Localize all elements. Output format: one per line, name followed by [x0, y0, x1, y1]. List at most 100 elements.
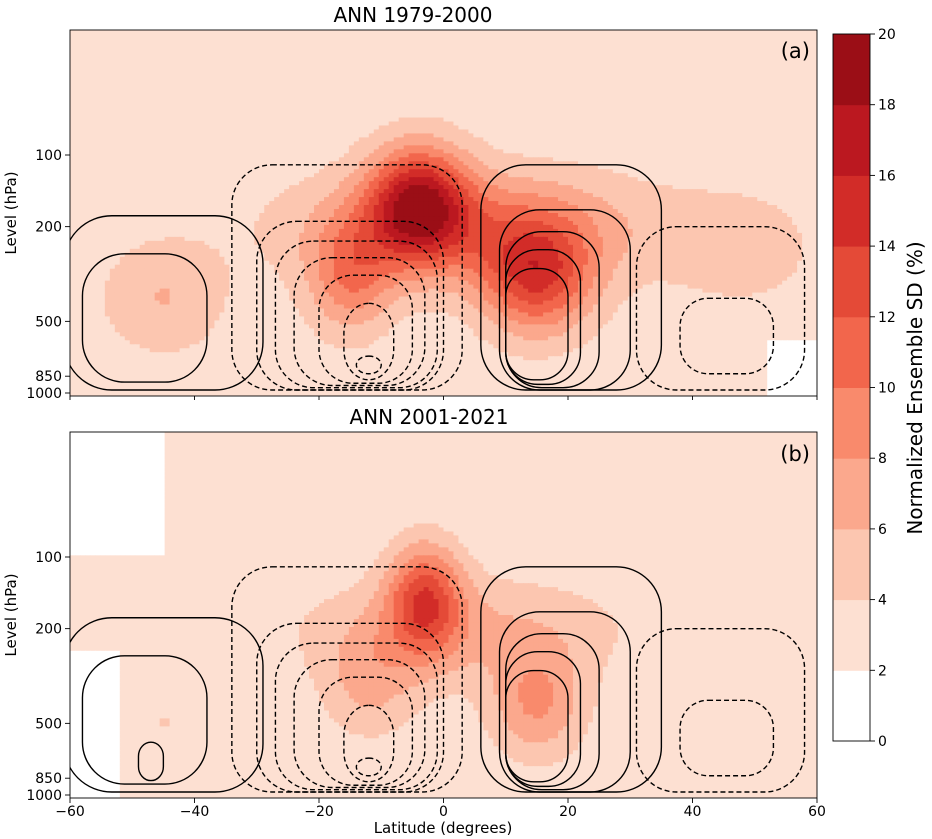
heatmap-cell — [468, 125, 474, 131]
heatmap-cell — [572, 61, 579, 67]
heatmap-cell — [498, 125, 504, 131]
heatmap-cell — [528, 117, 534, 123]
heatmap-cell — [114, 117, 121, 123]
heatmap-cell — [772, 41, 778, 47]
heatmap-cell — [543, 73, 549, 79]
heatmap-cell — [777, 61, 783, 67]
heatmap-cell — [503, 117, 509, 123]
heatmap-cell — [319, 153, 325, 158]
heatmap-cell — [119, 97, 126, 103]
heatmap-cell — [473, 49, 479, 55]
heatmap-cell — [164, 37, 171, 43]
heatmap-cell — [289, 113, 295, 119]
heatmap-cell — [99, 33, 106, 39]
heatmap-cell — [478, 53, 484, 59]
heatmap-cell — [269, 81, 275, 87]
heatmap-cell — [632, 149, 639, 154]
heatmap-cell — [642, 57, 649, 63]
heatmap-cell — [189, 41, 196, 47]
heatmap-cell — [309, 37, 315, 43]
heatmap-cell — [418, 153, 425, 158]
heatmap-cell — [717, 85, 723, 91]
heatmap-cell — [762, 41, 768, 47]
heatmap-cell — [702, 157, 709, 162]
heatmap-cell — [682, 149, 689, 154]
heatmap-cell — [478, 149, 484, 154]
heatmap-cell — [249, 149, 255, 154]
heatmap-cell — [149, 89, 156, 95]
heatmap-cell — [149, 37, 156, 43]
heatmap-cell — [518, 133, 524, 139]
heatmap-cell — [119, 41, 126, 47]
heatmap-cell — [348, 117, 355, 123]
heatmap-cell — [533, 113, 539, 119]
heatmap-cell — [249, 125, 255, 131]
heatmap-cell — [99, 133, 106, 139]
heatmap-cell — [787, 57, 793, 63]
heatmap-cell — [259, 41, 265, 47]
heatmap-cell — [627, 157, 634, 162]
heatmap-cell — [239, 45, 245, 51]
heatmap-cell — [139, 161, 146, 166]
heatmap-cell — [134, 109, 141, 115]
heatmap-cell — [747, 45, 753, 51]
heatmap-cell — [568, 85, 574, 91]
heatmap-cell — [488, 117, 494, 123]
heatmap-cell — [393, 125, 400, 131]
heatmap-cell — [269, 105, 275, 111]
heatmap-cell — [299, 65, 305, 71]
heatmap-cell — [792, 125, 798, 131]
heatmap-cell — [632, 30, 639, 35]
heatmap-cell — [528, 45, 534, 51]
heatmap-cell — [508, 30, 514, 35]
heatmap-cell — [244, 145, 250, 150]
heatmap-cell — [787, 69, 793, 75]
heatmap-cell — [607, 49, 614, 55]
heatmap-cell — [657, 73, 664, 79]
heatmap-cell — [607, 121, 614, 127]
heatmap-cell — [328, 45, 335, 51]
heatmap-cell — [503, 121, 509, 127]
heatmap-cell — [254, 69, 260, 75]
heatmap-cell — [612, 141, 619, 146]
heatmap-cell — [149, 105, 156, 111]
heatmap-cell — [627, 45, 634, 51]
heatmap-cell — [393, 77, 400, 83]
heatmap-cell — [538, 41, 544, 47]
heatmap-cell — [508, 109, 514, 115]
heatmap-cell — [70, 149, 76, 154]
heatmap-cell — [378, 57, 385, 63]
heatmap-cell — [109, 137, 116, 142]
heatmap-cell — [309, 97, 315, 103]
heatmap-cell — [259, 45, 265, 51]
heatmap-cell — [249, 109, 255, 115]
heatmap-cell — [184, 121, 191, 127]
heatmap-cell — [742, 81, 748, 87]
heatmap-cell — [358, 145, 365, 150]
heatmap-cell — [707, 129, 714, 135]
heatmap-cell — [443, 89, 450, 95]
heatmap-cell — [642, 49, 649, 55]
heatmap-cell — [582, 109, 589, 115]
heatmap-cell — [443, 77, 450, 83]
heatmap-cell — [602, 30, 609, 35]
heatmap-cell — [378, 41, 385, 47]
heatmap-cell — [592, 41, 599, 47]
heatmap-cell — [468, 149, 474, 154]
heatmap-cell — [577, 157, 584, 162]
heatmap-cell — [568, 117, 574, 123]
heatmap-cell — [607, 153, 614, 158]
heatmap-cell — [727, 69, 733, 75]
heatmap-cell — [144, 41, 151, 47]
heatmap-cell — [179, 113, 186, 119]
heatmap-cell — [338, 85, 345, 91]
heatmap-cell — [702, 45, 709, 51]
heatmap-cell — [408, 97, 415, 103]
heatmap-cell — [333, 89, 340, 95]
heatmap-cell — [179, 89, 186, 95]
heatmap-cell — [299, 133, 305, 139]
heatmap-cell — [752, 157, 758, 162]
heatmap-cell — [114, 85, 121, 91]
heatmap-cell — [239, 149, 245, 154]
heatmap-cell — [418, 145, 425, 150]
